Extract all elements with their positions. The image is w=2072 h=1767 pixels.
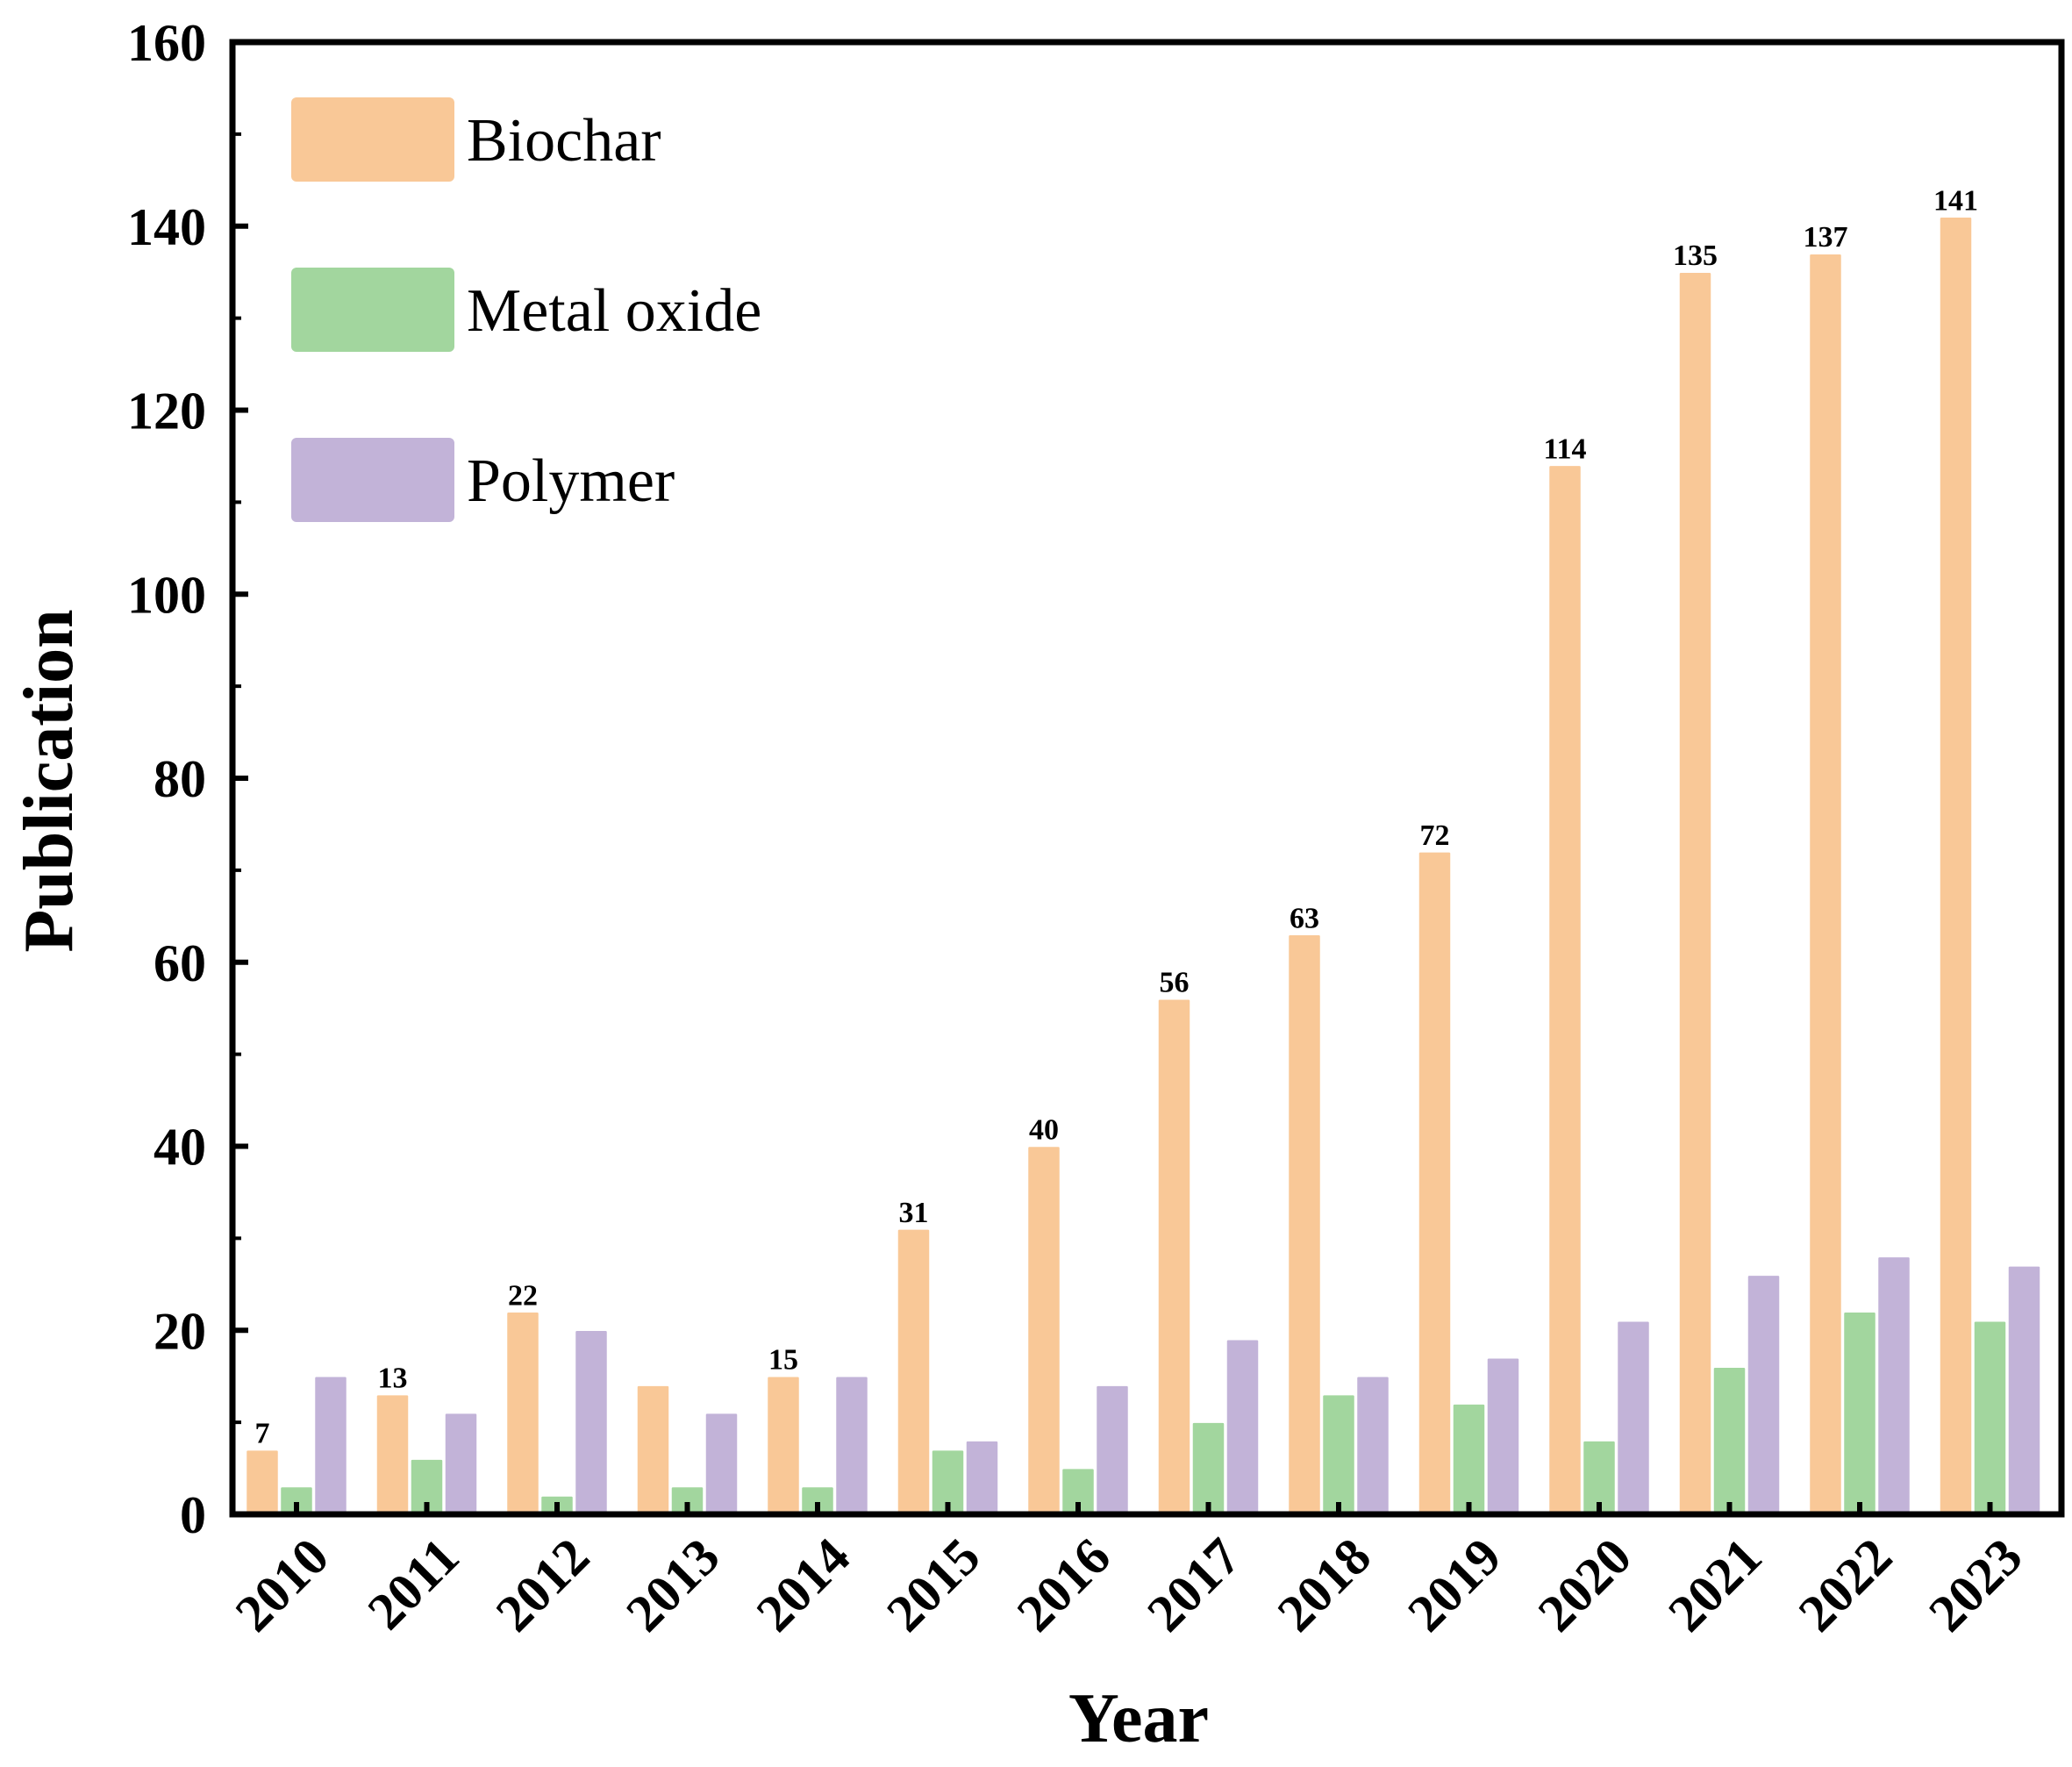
x-tick-label-2019: 2019: [1397, 1527, 1512, 1643]
bar-polymer-2016: [1095, 1384, 1130, 1515]
bar-biochar-2018: [1287, 934, 1322, 1515]
plot-frame: [229, 39, 2065, 1518]
bar-biochar-2023: [1939, 216, 1973, 1515]
data-label-2020: 114: [1543, 433, 1586, 465]
bar-metal-oxide-2017: [1191, 1421, 1225, 1515]
legend: Biochar Metal oxide Polymer: [291, 97, 761, 522]
data-label-2012: 22: [508, 1279, 538, 1312]
data-label-2018: 63: [1290, 902, 1319, 934]
data-label-2019: 72: [1420, 819, 1450, 852]
bar-metal-oxide-2023: [1973, 1320, 2007, 1515]
y-tick-label-60: 60: [154, 934, 206, 992]
bar-biochar-2010: [245, 1449, 280, 1515]
y-tick-label-100: 100: [127, 566, 206, 624]
bar-metal-oxide-2018: [1321, 1393, 1356, 1515]
x-tick-label-2020: 2020: [1527, 1527, 1643, 1643]
bar-polymer-2013: [704, 1412, 739, 1515]
bar-polymer-2020: [1616, 1320, 1651, 1515]
x-tick-label-2022: 2022: [1788, 1527, 1904, 1643]
x-tick-label-2017: 2017: [1136, 1527, 1252, 1643]
bar-polymer-2018: [1355, 1375, 1390, 1515]
y-tick-label-160: 160: [127, 14, 206, 72]
bar-biochar-2013: [636, 1384, 670, 1515]
legend-label-polymer: Polymer: [467, 447, 675, 515]
bar-polymer-2011: [444, 1412, 478, 1515]
data-label-2016: 40: [1029, 1114, 1059, 1147]
bar-polymer-2019: [1486, 1356, 1520, 1515]
x-tick-label-2013: 2013: [615, 1527, 731, 1643]
y-axis: 0 20 40 60 80 100 120 140 160: [127, 14, 248, 1544]
x-tick-label-2015: 2015: [875, 1527, 991, 1643]
bar-polymer-2022: [1876, 1256, 1911, 1515]
bar-biochar-2014: [766, 1375, 801, 1515]
data-label-2021: 135: [1673, 240, 1718, 272]
x-axis: 2010 2011 2012 2013 2014 2015 2016 2017 2018 2019…: [225, 1502, 2033, 1642]
y-tick-label-120: 120: [127, 383, 206, 440]
x-tick-label-2016: 2016: [1006, 1527, 1122, 1643]
data-label-2022: 137: [1804, 221, 1848, 254]
bar-biochar-2015: [897, 1228, 931, 1515]
data-label-2014: 15: [768, 1344, 798, 1377]
x-tick-label-2021: 2021: [1657, 1527, 1773, 1643]
bar-biochar-2016: [1026, 1145, 1061, 1515]
data-label-2017: 56: [1160, 967, 1190, 999]
x-tick-label-2018: 2018: [1267, 1527, 1383, 1643]
data-label-2023: 141: [1933, 184, 1978, 217]
bar-biochar-2020: [1547, 464, 1583, 1515]
bar-polymer-2014: [834, 1375, 869, 1515]
bar-polymer-2017: [1225, 1338, 1260, 1515]
x-tick-label-2014: 2014: [746, 1527, 861, 1643]
bar-metal-oxide-2019: [1452, 1403, 1486, 1515]
data-labels-layer: 7 13 22 15 31 40 56 63 72 114 135 137 141: [255, 184, 1979, 1449]
bars-layer: [245, 216, 2041, 1515]
data-label-2015: 31: [899, 1197, 929, 1229]
legend-swatch-metal-oxide: [291, 268, 454, 352]
x-tick-label-2011: 2011: [357, 1527, 470, 1641]
bar-biochar-2021: [1678, 271, 1712, 1515]
bar-biochar-2019: [1418, 851, 1452, 1515]
legend-swatch-polymer: [291, 438, 454, 522]
x-axis-title: Year: [1068, 1680, 1209, 1757]
y-tick-label-80: 80: [154, 750, 206, 808]
y-tick-label-140: 140: [127, 198, 206, 256]
bar-polymer-2023: [2007, 1265, 2041, 1515]
x-tick-label-2023: 2023: [1918, 1527, 2033, 1643]
bar-metal-oxide-2021: [1712, 1366, 1747, 1515]
legend-swatch-biochar: [291, 97, 454, 182]
x-tick-label-2012: 2012: [485, 1527, 601, 1643]
legend-label-biochar: Biochar: [467, 107, 661, 175]
data-label-2010: 7: [255, 1418, 270, 1450]
bar-polymer-2012: [574, 1329, 609, 1515]
data-label-2011: 13: [378, 1363, 408, 1395]
bar-biochar-2022: [1808, 253, 1843, 1515]
y-tick-label-40: 40: [154, 1119, 206, 1177]
bar-biochar-2017: [1157, 998, 1191, 1515]
bar-polymer-2015: [965, 1440, 999, 1515]
bar-biochar-2012: [505, 1311, 540, 1515]
bar-polymer-2021: [1747, 1274, 1781, 1515]
legend-label-metal-oxide: Metal oxide: [467, 277, 761, 345]
bar-biochar-2011: [375, 1393, 410, 1515]
y-tick-label-20: 20: [154, 1302, 206, 1360]
x-tick-label-2010: 2010: [225, 1527, 340, 1643]
y-axis-title: Publication: [11, 609, 88, 952]
bar-metal-oxide-2022: [1842, 1311, 1877, 1515]
bar-polymer-2010: [313, 1375, 348, 1515]
y-tick-label-0: 0: [180, 1486, 206, 1544]
